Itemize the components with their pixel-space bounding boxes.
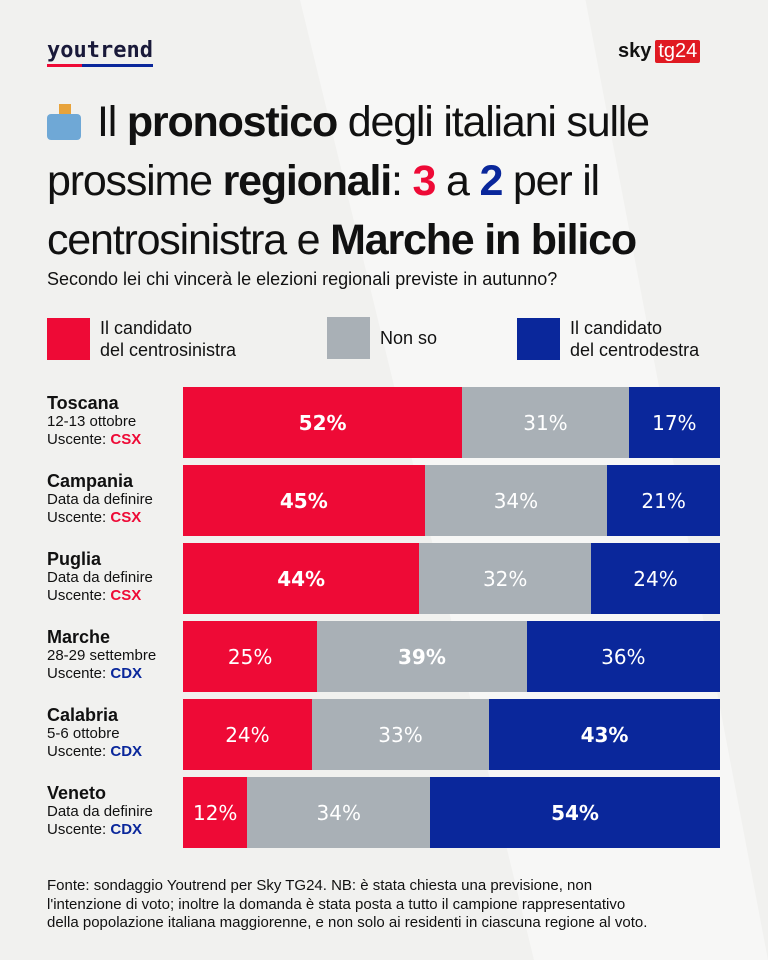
region-name: Toscana bbox=[47, 393, 119, 413]
footer-note: Fonte: sondaggio Youtrend per Sky TG24. … bbox=[47, 877, 648, 931]
incumbent: Uscente: CDX bbox=[47, 665, 143, 682]
election-date: Data da definire bbox=[47, 803, 153, 820]
bar-segment-csx: 12% bbox=[183, 777, 248, 848]
stacked-bar: 12% 34% 54% bbox=[183, 777, 720, 848]
bar-segment-nonso: 34% bbox=[424, 465, 608, 536]
legend-nonso: Non so bbox=[327, 317, 437, 359]
data-label: 33% bbox=[378, 722, 423, 747]
youtrend-logo-text: youtrend bbox=[47, 38, 153, 63]
data-label: 24% bbox=[225, 722, 270, 747]
row-label: Toscana 12-13 ottobre Uscente: CSX bbox=[47, 393, 141, 449]
chart-row-campania: Campania Data da definire Uscente: CSX 45… bbox=[47, 465, 727, 536]
legend-csx: Il candidato del centrosinistra bbox=[47, 317, 236, 361]
row-label: Calabria 5-6 ottobre Uscente: CDX bbox=[47, 705, 142, 761]
row-label: Puglia Data da definire Uscente: CSX bbox=[47, 549, 153, 605]
row-label: Veneto Data da definire Uscente: CDX bbox=[47, 783, 153, 839]
bar-segment-cdx: 21% bbox=[607, 465, 720, 536]
incumbent: Uscente: CDX bbox=[47, 821, 143, 838]
data-label: 54% bbox=[551, 800, 599, 825]
data-label: 52% bbox=[298, 410, 347, 435]
subtitle: Secondo lei chi vincerà le elezioni regi… bbox=[47, 269, 558, 289]
chart-row-marche: Marche 28-29 settembre Uscente: CDX 25% 39… bbox=[47, 621, 727, 692]
sky-logo-text: sky bbox=[618, 40, 652, 62]
tg24-logo-text: tg24 bbox=[655, 40, 701, 63]
stacked-bar: 45% 34% 21% bbox=[183, 465, 720, 536]
region-name: Campania bbox=[47, 471, 134, 491]
incumbent: Uscente: CSX bbox=[47, 587, 142, 604]
data-label: 17% bbox=[652, 410, 697, 435]
incumbent: Uscente: CSX bbox=[47, 431, 142, 448]
data-label: 25% bbox=[227, 644, 273, 669]
bar-segment-nonso: 31% bbox=[462, 387, 629, 458]
bar-segment-cdx: 17% bbox=[628, 387, 720, 458]
bar-segment-nonso: 32% bbox=[419, 543, 592, 614]
election-date: 5-6 ottobre bbox=[47, 725, 120, 742]
bar-segment-nonso: 34% bbox=[247, 777, 431, 848]
legend-cdx: Il candidato del centrodestra bbox=[517, 317, 699, 361]
incumbent: Uscente: CSX bbox=[47, 509, 142, 526]
data-label: 21% bbox=[641, 488, 686, 513]
bar-segment-csx: 25% bbox=[183, 621, 318, 692]
stacked-bar: 44% 32% 24% bbox=[183, 543, 720, 614]
stacked-bar: 52% 31% 17% bbox=[183, 387, 720, 458]
skytg24-logo: sky tg24 bbox=[618, 40, 701, 63]
legend-swatch-nonso bbox=[327, 317, 370, 359]
stacked-bar: 25% 39% 36% bbox=[183, 621, 720, 692]
region-name: Veneto bbox=[47, 783, 107, 803]
bar-segment-cdx: 36% bbox=[526, 621, 720, 692]
bar-segment-csx: 24% bbox=[183, 699, 312, 770]
bar-segment-cdx: 54% bbox=[430, 777, 720, 848]
region-name: Puglia bbox=[47, 549, 102, 569]
data-label: 32% bbox=[482, 566, 528, 591]
row-label: Marche 28-29 settembre Uscente: CDX bbox=[47, 627, 156, 683]
election-date: Data da definire bbox=[47, 491, 153, 508]
data-label: 24% bbox=[633, 566, 678, 591]
data-label: 34% bbox=[493, 488, 539, 513]
stacked-bar: 24% 33% 43% bbox=[183, 699, 720, 770]
data-label: 39% bbox=[398, 644, 446, 669]
data-label: 12% bbox=[192, 800, 238, 825]
data-label: 45% bbox=[279, 488, 328, 513]
data-label: 36% bbox=[601, 644, 646, 669]
data-label: 44% bbox=[277, 566, 326, 591]
incumbent: Uscente: CDX bbox=[47, 743, 143, 760]
election-date: Data da definire bbox=[47, 569, 153, 586]
chart-row-calabria: Calabria 5-6 ottobre Uscente: CDX 24% 33% 4… bbox=[47, 699, 727, 770]
legend-swatch-cdx bbox=[517, 318, 560, 360]
election-date: 28-29 settembre bbox=[47, 647, 157, 664]
data-label: 31% bbox=[523, 410, 568, 435]
bar-segment-nonso: 33% bbox=[311, 699, 490, 770]
bar-segment-cdx: 24% bbox=[591, 543, 720, 614]
bar-segment-csx: 52% bbox=[183, 387, 463, 458]
data-label: 43% bbox=[580, 722, 629, 747]
data-label: 34% bbox=[316, 800, 361, 825]
page-title: Il pronostico degli italiani sulle pross… bbox=[47, 98, 650, 264]
bar-segment-csx: 45% bbox=[183, 465, 425, 536]
region-name: Marche bbox=[47, 627, 111, 647]
row-label: Campania Data da definire Uscente: CSX bbox=[47, 471, 153, 527]
chart-row-puglia: Puglia Data da definire Uscente: CSX 44% 3… bbox=[47, 543, 727, 614]
bar-segment-nonso: 39% bbox=[317, 621, 527, 692]
election-date: 12-13 ottobre bbox=[47, 413, 137, 430]
bar-segment-csx: 44% bbox=[183, 543, 420, 614]
bar-segment-cdx: 43% bbox=[489, 699, 720, 770]
region-name: Calabria bbox=[47, 705, 119, 725]
chart-row-toscana: Toscana 12-13 ottobre Uscente: CSX 52% 31%… bbox=[47, 387, 727, 458]
legend-swatch-csx bbox=[47, 318, 90, 360]
chart-row-veneto: Veneto Data da definire Uscente: CDX 12% 3… bbox=[47, 777, 727, 848]
ballot-box-icon bbox=[47, 102, 83, 140]
youtrend-logo: youtrend bbox=[47, 38, 153, 67]
